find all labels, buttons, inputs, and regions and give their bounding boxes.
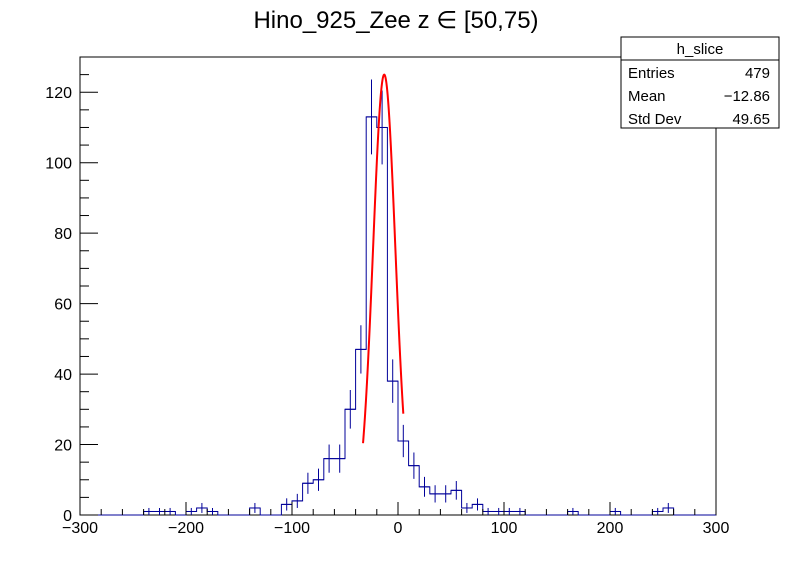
x-tick-label: 100 bbox=[491, 520, 518, 537]
plot-area: −300 −200 −100 0 100 200 300 0 20 40 60 80 100 120 bbox=[45, 56, 729, 537]
fit-curve bbox=[362, 73, 405, 444]
gaussian-fit bbox=[362, 73, 405, 444]
y-tick-label: 100 bbox=[45, 156, 72, 173]
y-tick-label: 120 bbox=[45, 85, 72, 102]
x-tick-label: 200 bbox=[597, 520, 624, 537]
stats-stddev-label: Std Dev bbox=[628, 111, 682, 128]
x-tick-label: 300 bbox=[703, 520, 730, 537]
chart-title: Hino_925_Zee z ∈ [50,75) bbox=[253, 7, 538, 34]
x-tick-label: −200 bbox=[168, 520, 204, 537]
y-tick-label: 60 bbox=[54, 297, 72, 314]
stats-stddev-value: 49.65 bbox=[732, 111, 770, 128]
y-axis: 0 20 40 60 80 100 120 bbox=[45, 56, 98, 525]
y-tick-label: 0 bbox=[63, 508, 72, 525]
histogram-bars bbox=[80, 79, 716, 516]
x-tick-label: −100 bbox=[274, 520, 310, 537]
stats-mean-label: Mean bbox=[628, 88, 666, 105]
y-tick-label: 20 bbox=[54, 438, 72, 455]
y-tick-label: 80 bbox=[54, 226, 72, 243]
x-tick-label: 0 bbox=[394, 520, 403, 537]
stats-mean-value: −12.86 bbox=[724, 88, 770, 105]
stats-entries-value: 479 bbox=[745, 65, 770, 82]
x-tick-label: −300 bbox=[62, 520, 98, 537]
x-axis: −300 −200 −100 0 100 200 300 bbox=[62, 502, 729, 537]
y-tick-label: 40 bbox=[54, 367, 72, 384]
stats-box-frame bbox=[620, 36, 780, 129]
stats-box: h_slice Entries 479 Mean −12.86 Std Dev … bbox=[620, 36, 780, 129]
stats-box-name: h_slice bbox=[677, 41, 724, 58]
stats-entries-label: Entries bbox=[628, 65, 675, 82]
